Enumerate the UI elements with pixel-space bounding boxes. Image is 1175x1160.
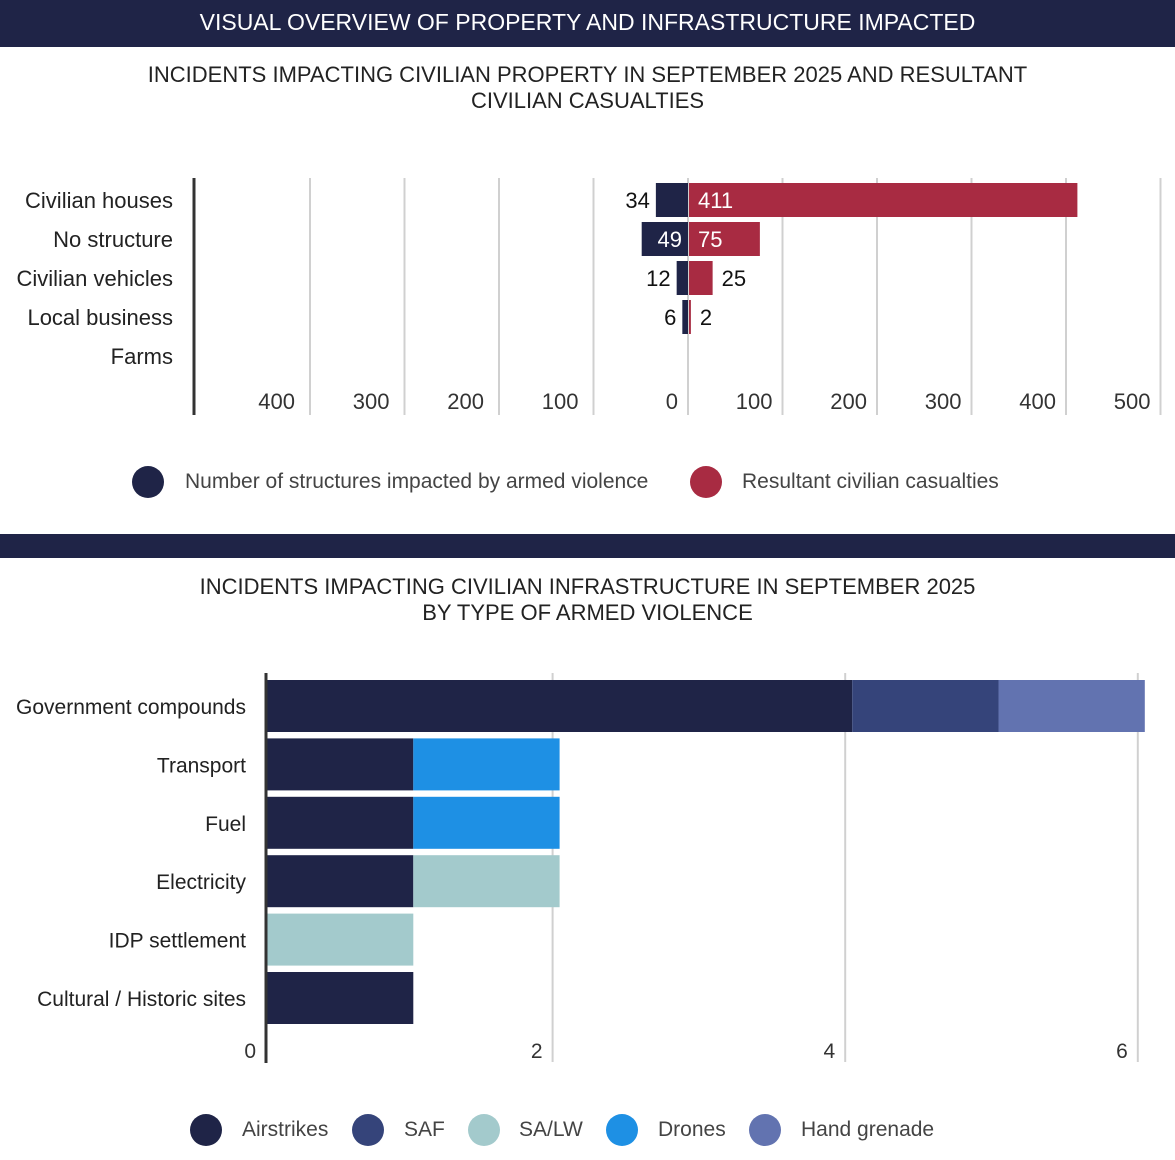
chart1-title-line1: INCIDENTS IMPACTING CIVILIAN PROPERTY IN… bbox=[147, 62, 1028, 87]
data-label: 6 bbox=[664, 305, 676, 330]
bar-segment-sa-lw bbox=[267, 913, 414, 966]
category-label: No structure bbox=[53, 227, 173, 252]
chart1-title: INCIDENTS IMPACTING CIVILIAN PROPERTY IN… bbox=[0, 62, 1175, 114]
bar-structures bbox=[655, 183, 688, 217]
x-tick-label: 200 bbox=[830, 389, 867, 414]
chart2-title-line1: INCIDENTS IMPACTING CIVILIAN INFRASTRUCT… bbox=[199, 574, 976, 599]
legend-marker bbox=[352, 1114, 384, 1146]
category-label: Cultural / Historic sites bbox=[37, 988, 246, 1011]
category-label: Transport bbox=[157, 754, 246, 777]
legend-marker bbox=[132, 466, 164, 498]
bar-segment-airstrikes bbox=[267, 796, 414, 849]
x-tick-label: 300 bbox=[353, 389, 390, 414]
x-tick-label: 400 bbox=[1019, 389, 1056, 414]
legend-label: SAF bbox=[404, 1118, 445, 1141]
bar-segment-airstrikes bbox=[267, 680, 853, 732]
category-label: Electricity bbox=[156, 871, 246, 894]
x-tick-label: 200 bbox=[447, 389, 484, 414]
legend-marker bbox=[690, 466, 722, 498]
legend-marker bbox=[190, 1114, 222, 1146]
data-label: 411 bbox=[698, 188, 733, 213]
bar-segment-sa-lw bbox=[413, 855, 560, 908]
category-label: Civilian vehicles bbox=[16, 266, 173, 291]
bar-casualties bbox=[689, 261, 713, 295]
x-tick-label: 6 bbox=[1116, 1040, 1128, 1063]
chart2-title-line2: BY TYPE OF ARMED VIOLENCE bbox=[422, 600, 753, 625]
header-title: VISUAL OVERVIEW OF PROPERTY AND INFRASTR… bbox=[199, 9, 976, 35]
legend-label: Drones bbox=[658, 1118, 726, 1141]
bar-segment-airstrikes bbox=[267, 855, 414, 908]
bar-segment-airstrikes bbox=[267, 972, 414, 1024]
category-label: IDP settlement bbox=[109, 930, 247, 953]
legend-label: Hand grenade bbox=[801, 1118, 934, 1141]
x-tick-label: 100 bbox=[542, 389, 579, 414]
category-label: Fuel bbox=[205, 813, 246, 836]
bar-casualties bbox=[689, 300, 691, 334]
category-label: Local business bbox=[27, 305, 173, 330]
x-tick-label: 300 bbox=[925, 389, 962, 414]
legend-label: SA/LW bbox=[519, 1118, 583, 1141]
legend-marker bbox=[606, 1114, 638, 1146]
bar-structures bbox=[676, 261, 688, 295]
bar-structures bbox=[641, 222, 688, 256]
legend-marker bbox=[749, 1114, 781, 1146]
x-tick-label: 400 bbox=[258, 389, 295, 414]
legend-marker bbox=[468, 1114, 500, 1146]
data-label: 12 bbox=[646, 266, 670, 291]
bar-segment-drones bbox=[413, 738, 560, 791]
legend-label: Airstrikes bbox=[242, 1118, 328, 1141]
legend-label: Number of structures impacted by armed v… bbox=[185, 470, 648, 493]
bar-segment-airstrikes bbox=[267, 738, 414, 791]
x-tick-label: 500 bbox=[1114, 389, 1151, 414]
bar-segment-hand-grenade bbox=[998, 680, 1145, 732]
x-tick-label: 100 bbox=[736, 389, 773, 414]
x-tick-label: 0 bbox=[244, 1040, 256, 1063]
category-label: Farms bbox=[111, 344, 173, 369]
x-tick-label: 4 bbox=[824, 1040, 836, 1063]
bar-segment-drones bbox=[413, 796, 560, 849]
chart2-title: INCIDENTS IMPACTING CIVILIAN INFRASTRUCT… bbox=[0, 574, 1175, 626]
bar-casualties bbox=[689, 222, 760, 256]
bar-structures bbox=[682, 300, 688, 334]
category-label: Civilian houses bbox=[25, 188, 173, 213]
chart1-title-line2: CIVILIAN CASUALTIES bbox=[470, 88, 705, 113]
bar-casualties bbox=[689, 183, 1078, 217]
bar-segment-saf bbox=[852, 680, 999, 732]
data-label: 49 bbox=[658, 227, 682, 252]
data-label: 25 bbox=[722, 266, 746, 291]
data-label: 2 bbox=[700, 305, 712, 330]
x-tick-label: 0 bbox=[666, 389, 678, 414]
category-label: Government compounds bbox=[16, 696, 246, 719]
legend-label: Resultant civilian casualties bbox=[742, 470, 999, 493]
header-banner: VISUAL OVERVIEW OF PROPERTY AND INFRASTR… bbox=[0, 0, 1175, 47]
section-divider bbox=[0, 534, 1175, 558]
data-label: 34 bbox=[625, 188, 649, 213]
data-label: 75 bbox=[698, 227, 722, 252]
x-tick-label: 2 bbox=[531, 1040, 543, 1063]
